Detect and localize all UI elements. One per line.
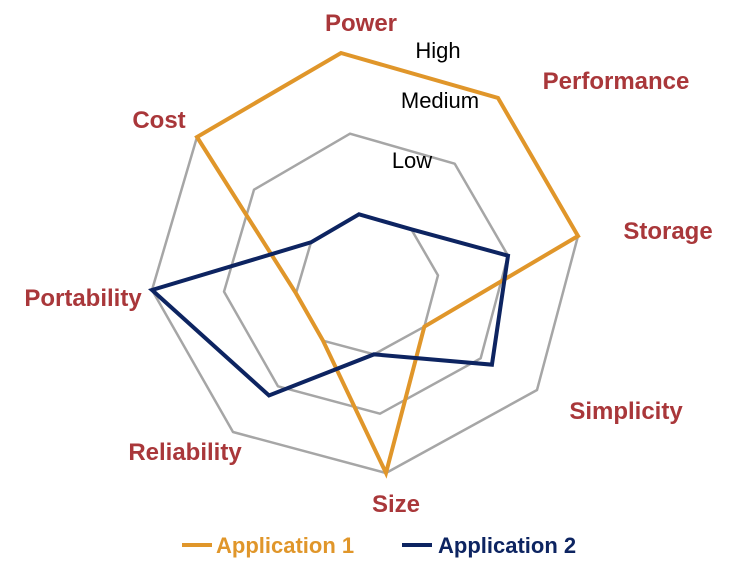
point-application-1-storage bbox=[577, 235, 579, 237]
level-label-medium: Medium bbox=[401, 88, 479, 113]
axis-label-performance: Performance bbox=[543, 68, 690, 95]
legend: Application 1 Application 2 bbox=[182, 533, 576, 558]
point-application-2-power bbox=[358, 213, 360, 215]
point-application-2-performance bbox=[410, 228, 412, 230]
legend-label-application-2: Application 2 bbox=[438, 533, 576, 558]
level-labels: Low Medium High bbox=[392, 38, 479, 173]
point-application-1-power bbox=[340, 52, 342, 54]
point-application-1-portability bbox=[295, 292, 297, 294]
grid-ring-medium bbox=[222, 132, 510, 415]
point-application-1-cost bbox=[196, 136, 198, 138]
axis-label-power: Power bbox=[325, 10, 397, 37]
point-application-1-performance bbox=[497, 97, 499, 99]
level-label-low: Low bbox=[392, 148, 432, 173]
point-application-2-portability bbox=[151, 289, 153, 291]
level-label-high: High bbox=[415, 38, 460, 63]
point-application-2-reliability bbox=[268, 394, 270, 396]
point-application-1-simplicity bbox=[423, 326, 425, 328]
legend-label-application-1: Application 1 bbox=[216, 533, 354, 558]
radar-grid bbox=[150, 51, 580, 475]
point-application-2-storage bbox=[507, 255, 509, 257]
radar-series bbox=[148, 50, 581, 479]
series-line-application-2 bbox=[148, 212, 511, 398]
point-application-2-cost bbox=[310, 241, 312, 243]
axis-label-reliability: Reliability bbox=[128, 439, 242, 466]
axis-label-cost: Cost bbox=[132, 107, 185, 134]
axis-label-size: Size bbox=[372, 491, 420, 518]
axis-labels: Power Performance Storage Simplicity Siz… bbox=[24, 10, 712, 518]
point-application-2-simplicity bbox=[491, 364, 493, 366]
point-application-1-reliability bbox=[322, 340, 324, 342]
axis-label-simplicity: Simplicity bbox=[569, 398, 683, 425]
axis-label-portability: Portability bbox=[24, 285, 142, 312]
point-application-1-size bbox=[385, 472, 387, 474]
point-application-2-size bbox=[373, 353, 375, 355]
axis-label-storage: Storage bbox=[623, 218, 712, 245]
